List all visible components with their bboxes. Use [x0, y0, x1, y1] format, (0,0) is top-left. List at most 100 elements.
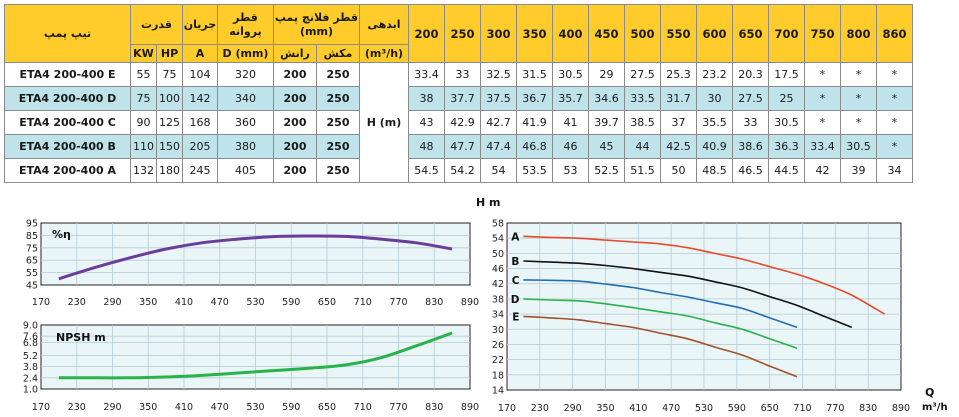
- x-tick-label: 410: [175, 402, 193, 413]
- efficiency-label: %η: [52, 228, 71, 241]
- x-tick-label: 290: [103, 297, 121, 308]
- diameter-header: D (mm): [217, 44, 274, 63]
- y-tick-label: 75: [26, 243, 38, 254]
- head-value-cell: 48.5: [696, 158, 733, 183]
- x-tick-label: 770: [826, 403, 844, 414]
- head-value-cell: 39: [840, 158, 877, 183]
- head-value-cell: 53: [552, 158, 589, 183]
- x-tick-label: 890: [461, 297, 479, 308]
- suction-cell: 250: [316, 134, 360, 159]
- hp-cell: 180: [156, 158, 183, 183]
- head-value-cell: 30.5: [552, 62, 589, 87]
- x-tick-label: 710: [793, 403, 811, 414]
- series-line: [58, 331, 453, 380]
- head-value-cell: 34: [876, 158, 913, 183]
- npsh-label: NPSH m: [56, 331, 106, 344]
- series-line: [523, 315, 798, 378]
- x-tick-label: 770: [389, 402, 407, 413]
- x-tick-label: 890: [461, 402, 479, 413]
- x-tick-label: 530: [246, 297, 264, 308]
- x-tick-label: 770: [389, 297, 407, 308]
- series-label: A: [511, 231, 520, 243]
- head-value-cell: 37.7: [444, 86, 481, 111]
- flow-header: 750: [804, 4, 841, 63]
- head-value-cell: 31.7: [660, 86, 697, 111]
- x-tick-label: 410: [175, 297, 193, 308]
- flow-header: 450: [588, 4, 625, 63]
- head-value-cell: 33.4: [408, 62, 445, 87]
- head-axis-label: H m: [476, 196, 501, 209]
- head-value-cell: *: [876, 86, 913, 111]
- kw-cell: 132: [130, 158, 157, 183]
- diameter-cell: 340: [217, 86, 274, 111]
- table-row: ETA4 200-400 E 55 75 104 320 200 250 H (…: [4, 62, 913, 183]
- flange-header: قطر فلانچ پمپ (mm): [273, 4, 360, 45]
- kw-cell: 55: [130, 62, 157, 87]
- y-tick-label: 2.4: [23, 373, 38, 384]
- head-value-cell: 36.7: [516, 86, 553, 111]
- y-tick-label: 55: [26, 268, 38, 279]
- amp-cell: 142: [182, 86, 218, 111]
- y-tick-label: 95: [26, 219, 38, 230]
- y-tick-label: 45: [26, 281, 38, 292]
- y-tick-label: 3.8: [23, 362, 38, 373]
- head-value-cell: 38.6: [732, 134, 769, 159]
- suction-cell: 250: [316, 110, 360, 135]
- y-tick-label: 30: [492, 325, 504, 336]
- head-value-cell: *: [804, 62, 841, 87]
- head-value-cell: 54: [480, 158, 517, 183]
- y-tick-label: 38: [492, 294, 504, 305]
- y-tick-label: 58: [492, 219, 504, 230]
- diameter-cell: 360: [217, 110, 274, 135]
- x-tick-label: 350: [139, 297, 157, 308]
- flow-unit-header: (m³/h): [359, 44, 409, 63]
- x-tick-label: 350: [596, 403, 614, 414]
- flow-header: 300: [480, 4, 517, 63]
- series-label: B: [511, 256, 519, 268]
- head-value-cell: 42.7: [480, 110, 517, 135]
- model-cell: ETA4 200-400 B: [4, 134, 131, 159]
- y-tick-label: 50: [492, 249, 504, 260]
- flow-header: 400: [552, 4, 589, 63]
- y-tick-label: 85: [26, 231, 38, 242]
- series-label: E: [512, 311, 519, 323]
- x-tick-label: 290: [564, 403, 582, 414]
- head-value-cell: 39.7: [588, 110, 625, 135]
- y-tick-label: 1.0: [23, 385, 38, 396]
- flow-axis-unit: m³/h: [922, 402, 948, 413]
- flow-header: 600: [696, 4, 733, 63]
- model-header: تیپ پمپ: [4, 4, 131, 63]
- series-line: [523, 298, 798, 350]
- head-value-cell: *: [876, 134, 913, 159]
- flow-header: 860: [876, 4, 913, 63]
- y-tick-label: 18: [492, 370, 504, 381]
- series-label: D: [511, 294, 520, 306]
- head-value-cell: 46.8: [516, 134, 553, 159]
- y-tick-label: 34: [492, 310, 504, 321]
- y-tick-label: 22: [492, 355, 504, 366]
- flow-header: 200: [408, 4, 445, 63]
- pump-performance-table: تیپ پمپ قدرت جریان قطر پروانه قطر فلانچ …: [4, 4, 913, 183]
- hp-cell: 125: [156, 110, 183, 135]
- x-tick-label: 590: [282, 297, 300, 308]
- x-tick-label: 470: [211, 402, 229, 413]
- flow-header: 350: [516, 4, 553, 63]
- head-unit-cell: H (m): [359, 62, 409, 183]
- head-value-cell: 45: [588, 134, 625, 159]
- head-value-cell: 27.5: [732, 86, 769, 111]
- head-value-cell: 52.5: [588, 158, 625, 183]
- amp-cell: 245: [182, 158, 218, 183]
- y-tick-label: 26: [492, 340, 504, 351]
- x-tick-label: 530: [246, 402, 264, 413]
- y-tick-label: 7.6: [23, 332, 38, 343]
- table-row: ETA4 200-400 B 110 150 205 380 200 250 4…: [4, 134, 913, 159]
- head-value-cell: 20.3: [732, 62, 769, 87]
- x-tick-label: 230: [68, 402, 86, 413]
- head-value-cell: 38: [408, 86, 445, 111]
- head-value-cell: 43: [408, 110, 445, 135]
- x-tick-label: 830: [859, 403, 877, 414]
- x-tick-label: 830: [425, 402, 443, 413]
- x-tick-label: 710: [354, 297, 372, 308]
- series-label: C: [512, 275, 520, 287]
